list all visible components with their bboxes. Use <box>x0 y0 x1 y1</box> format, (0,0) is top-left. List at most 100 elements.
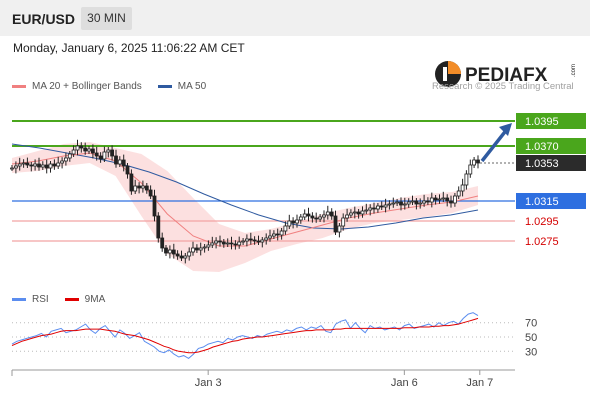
legend-swatch <box>12 298 26 301</box>
level-label-box <box>516 155 586 171</box>
timeframe-button[interactable]: 30 MIN <box>81 7 132 30</box>
x-tick-label: Jan 6 <box>391 377 418 389</box>
candle-body <box>460 184 465 192</box>
main-legend: MA 20 + Bollinger Bands MA 50 <box>12 81 222 92</box>
candle-body <box>91 148 95 154</box>
rsi-9ma-line <box>11 317 479 354</box>
candle-body <box>175 253 180 257</box>
candle-body <box>433 197 438 201</box>
candle-body <box>248 238 253 241</box>
candle-body <box>252 239 257 242</box>
candle-body <box>391 202 396 205</box>
candle-body <box>202 246 207 249</box>
candle-body <box>133 185 138 192</box>
bollinger-fill <box>12 142 478 272</box>
timestamp: Monday, January 6, 2025 11:06:22 AM CET <box>13 41 245 55</box>
candle-body <box>137 185 142 189</box>
candle-body <box>229 242 234 245</box>
price-labels: 1.0395 1.0370 1.0353 1.0315 1.0295 1.0275 <box>516 113 586 248</box>
legend-item-rsi: RSI <box>12 294 49 305</box>
candle-body <box>279 230 284 236</box>
candle-body <box>302 213 307 218</box>
candle-body <box>237 241 242 246</box>
candle-body <box>60 160 64 164</box>
candle-body <box>241 240 246 243</box>
level-label: 1.0353 <box>525 158 559 170</box>
legend-swatch <box>157 85 172 88</box>
candle-body <box>425 200 430 203</box>
legend-label: MA 50 <box>177 81 207 92</box>
legend-swatch <box>64 298 79 301</box>
candle-body <box>310 215 315 219</box>
candle-body <box>64 157 68 162</box>
candle-body <box>306 213 311 217</box>
candle-body <box>395 201 400 204</box>
candle-body <box>322 214 326 218</box>
candle-body <box>10 167 14 170</box>
candle-body <box>67 153 72 159</box>
candle-body <box>164 247 168 254</box>
candle-body <box>337 225 342 233</box>
candle-body <box>106 149 111 153</box>
candle-body <box>472 159 477 166</box>
candle-body <box>87 148 91 152</box>
candle-body <box>387 203 392 206</box>
candle-body <box>452 195 457 204</box>
candle-body <box>418 202 423 205</box>
candle-body <box>244 238 249 242</box>
x-tick-label: Jan 3 <box>195 377 222 389</box>
candle-body <box>360 210 365 215</box>
candle-body <box>13 165 18 169</box>
moving-averages <box>11 143 479 247</box>
candle-body <box>56 162 61 167</box>
candle-body <box>21 162 26 165</box>
legend-item-ma50: MA 50 <box>157 81 207 92</box>
candle-body <box>52 163 57 167</box>
candle-body <box>429 197 434 203</box>
candle-body <box>148 189 153 197</box>
candle-body <box>183 255 188 259</box>
candle-body <box>325 211 330 216</box>
candle-body <box>214 240 219 244</box>
candle-body <box>121 159 126 167</box>
candle-body <box>29 164 34 167</box>
candle-body <box>191 247 195 253</box>
logo-suffix: .com <box>571 64 577 77</box>
level-label: 1.0395 <box>525 116 559 128</box>
x-tick-label: Jan 7 <box>466 377 493 389</box>
candle-body <box>256 240 261 243</box>
candle-body <box>117 159 122 165</box>
candle-body <box>194 247 199 251</box>
legend-swatch <box>12 85 26 88</box>
legend-label: 9MA <box>84 294 106 305</box>
level-label-box <box>516 113 586 129</box>
candle-body <box>449 200 453 204</box>
candle-body <box>275 233 280 236</box>
candle-body <box>441 197 446 200</box>
arrow-head <box>499 123 512 136</box>
pediafx-logo: PEDIAFX .com <box>435 61 577 87</box>
top-bar: EUR/USD 30 MIN <box>0 0 590 36</box>
level-label: 1.0295 <box>525 216 559 228</box>
level-label-box <box>516 193 586 209</box>
logo-brand: PEDIAFX <box>465 65 548 86</box>
level-label: 1.0275 <box>525 236 559 248</box>
candle-body <box>37 163 41 168</box>
candle-body <box>221 241 226 245</box>
candle-body <box>298 216 303 221</box>
candle-body <box>414 200 419 205</box>
candle-body <box>71 149 76 155</box>
candle-body <box>372 207 376 210</box>
candle-body <box>94 152 99 157</box>
rsi-panel: 70 50 30 <box>11 312 537 360</box>
candle-body <box>333 215 338 233</box>
logo-icon-bar <box>443 67 447 81</box>
candle-body <box>318 216 323 220</box>
candle-body <box>75 145 80 151</box>
rsi-tick-label: 30 <box>525 346 537 358</box>
candle-body <box>364 209 369 212</box>
rsi-tick-label: 70 <box>525 318 537 330</box>
candle-body <box>383 204 388 208</box>
candle-body <box>167 249 172 254</box>
candle-body <box>406 201 411 205</box>
